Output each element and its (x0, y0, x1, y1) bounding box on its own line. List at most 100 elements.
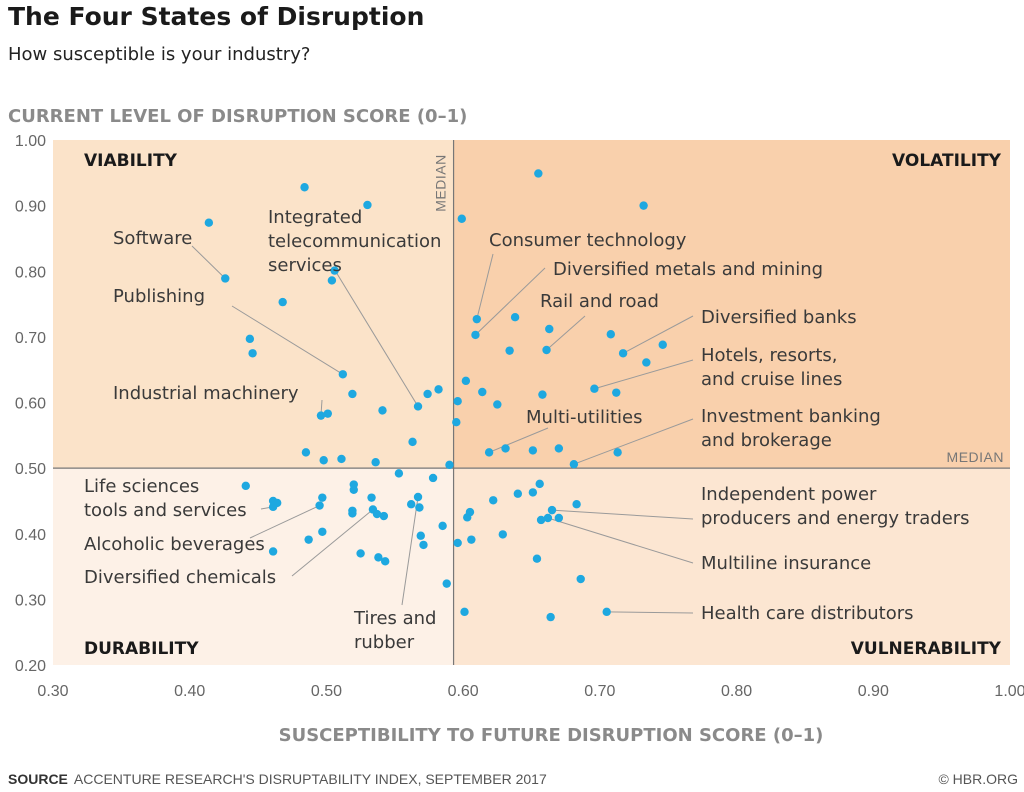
x-tick-label: 0.90 (858, 683, 889, 700)
data-point (338, 370, 348, 379)
annotation-label-line: Diversified metals and mining (553, 259, 823, 280)
median-vertical-label: MEDIAN (433, 154, 449, 211)
data-point (408, 437, 417, 447)
data-point (510, 312, 520, 322)
data-point (501, 444, 510, 453)
data-point (248, 349, 257, 358)
data-point (453, 538, 462, 548)
data-point (505, 346, 514, 355)
annotation-label-line: Publishing (113, 286, 205, 307)
data-point (318, 527, 327, 536)
data-point (416, 531, 425, 540)
data-point (356, 549, 365, 558)
data-point (348, 509, 357, 518)
x-axis-ticks: 0.30 0.40 0.50 0.60 0.70 0.80 0.90 1.00 (37, 683, 1024, 700)
data-point (489, 496, 498, 505)
annotation-label-line: Life sciences (84, 476, 199, 497)
data-point (472, 314, 482, 324)
quadrant-label-durability: DURABILITY (84, 639, 199, 659)
annotation-label-line: producers and energy traders (701, 508, 970, 529)
data-point (273, 498, 282, 508)
data-point (413, 492, 423, 502)
data-point (569, 459, 579, 469)
data-point (394, 469, 404, 478)
quadrant-backgrounds (53, 140, 1010, 665)
x-axis-title: SUSCEPTIBILITY TO FUTURE DISRUPTION SCOR… (279, 725, 824, 746)
data-point (442, 579, 451, 588)
annotation-label: Alcoholic beverages (84, 534, 265, 555)
x-tick-label: 0.50 (311, 683, 342, 700)
annotation-leader-line (606, 611, 694, 614)
data-point (498, 530, 507, 539)
x-tick-label: 0.80 (721, 683, 752, 700)
annotation-label: Industrial machinery (113, 383, 299, 404)
data-point (241, 481, 250, 491)
y-tick-label: 0.20 (15, 658, 46, 675)
data-point (337, 454, 346, 464)
annotation-label: Publishing (113, 286, 205, 307)
data-point (602, 607, 611, 617)
annotation-label-line: telecommunication (268, 231, 441, 252)
source-note: SOURCE ACCENTURE RESEARCH'S DISRUPTABILIT… (8, 771, 547, 787)
data-point (415, 503, 424, 512)
annotation-leader-line (546, 315, 586, 351)
data-point (554, 444, 564, 453)
annotation-leaders (191, 245, 694, 614)
data-point (528, 446, 538, 455)
data-point (471, 330, 480, 340)
data-point (406, 500, 416, 509)
annotation-label: Multi-utilities (526, 407, 642, 428)
data-point (543, 513, 553, 523)
data-point (316, 411, 326, 420)
data-point (658, 340, 667, 349)
annotation-label-line: tools and services (84, 500, 247, 521)
x-tick-label: 0.30 (37, 683, 68, 700)
data-point (378, 406, 387, 415)
data-point (367, 493, 376, 502)
data-point (419, 540, 428, 550)
data-points (204, 169, 667, 622)
quadrant-label-volatility: VOLATILITY (892, 151, 1002, 171)
y-tick-label: 0.70 (15, 330, 46, 347)
data-point (642, 358, 651, 367)
annotation-label: Software (113, 228, 192, 249)
data-point (534, 169, 543, 178)
annotation-label-line: Multi-utilities (526, 407, 642, 428)
data-point (546, 612, 555, 622)
annotation-label-line: services (268, 255, 342, 276)
data-point (606, 330, 615, 339)
data-point (463, 513, 472, 522)
annotation-leader-line (573, 418, 694, 465)
annotation-leader-line (401, 496, 419, 606)
data-point (547, 505, 557, 515)
data-point (323, 409, 332, 418)
annotation-label: Independent power producers and energy tr… (701, 484, 970, 529)
y-tick-label: 0.50 (15, 461, 46, 478)
annotation-label-line: Investment banking (701, 406, 881, 427)
data-point (590, 384, 599, 393)
data-point (301, 448, 311, 457)
data-point (413, 402, 423, 411)
data-point (445, 460, 454, 470)
median-horizontal-label: MEDIAN (947, 449, 1004, 465)
annotation-leader-line (249, 505, 320, 539)
data-point (379, 511, 389, 521)
data-point (374, 553, 383, 562)
chart-title: The Four States of Disruption (8, 2, 425, 31)
data-point (528, 488, 538, 497)
data-point (434, 385, 443, 394)
annotation-leader-line (476, 253, 494, 320)
annotation-label: Consumer technology (489, 230, 687, 251)
y-tick-label: 0.80 (15, 264, 46, 281)
annotation-label: Tires and rubber (353, 608, 437, 653)
data-point (484, 448, 494, 457)
data-point (467, 535, 476, 544)
data-point (453, 396, 462, 406)
annotation-label-line: Integrated (268, 207, 362, 228)
annotation-label-line: Health care distributors (701, 603, 914, 624)
data-point (461, 376, 471, 386)
data-point (372, 509, 382, 519)
data-point (532, 554, 542, 563)
quadrant-volatility (453, 140, 1010, 469)
data-point (513, 489, 523, 498)
